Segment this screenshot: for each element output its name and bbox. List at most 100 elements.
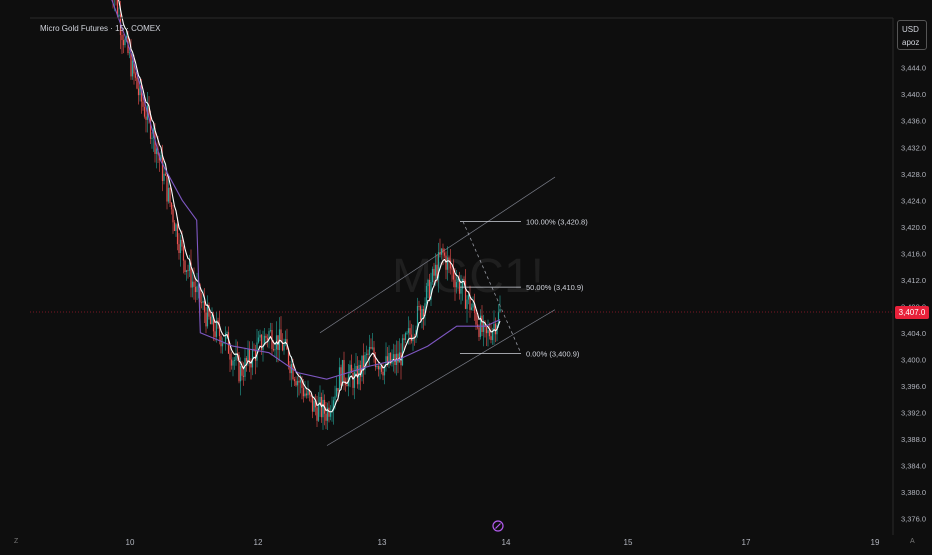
candle-body	[316, 407, 318, 421]
candle-body	[172, 209, 174, 223]
candle-body	[305, 393, 308, 396]
candle-body	[308, 390, 311, 395]
channel-lower-line[interactable]	[326, 309, 556, 446]
trend-channel[interactable]	[319, 176, 556, 446]
candle-body	[193, 281, 195, 287]
candle-body	[233, 360, 236, 361]
channel-upper-line[interactable]	[319, 176, 556, 334]
candle-body	[487, 330, 489, 334]
candle-body	[301, 379, 303, 388]
fib-level-label: 50.00% (3,410.9)	[526, 283, 584, 292]
candle-body	[340, 367, 342, 386]
candle-body	[248, 349, 251, 364]
price-tick-label: 3,420.0	[901, 223, 926, 232]
candle-body	[412, 336, 414, 342]
candle-body	[161, 155, 164, 182]
candle-body	[242, 375, 245, 377]
price-tick-label: 3,424.0	[901, 196, 926, 205]
price-tick-label: 3,444.0	[901, 64, 926, 73]
time-tick-label: 15	[624, 538, 633, 547]
auto-scale-label[interactable]: A	[910, 538, 915, 545]
candle-body	[134, 73, 137, 78]
candle-body	[314, 400, 317, 408]
price-axis[interactable]: 3,376.0 3,380.0 3,384.0 3,388.0 3,392.0 3,396…	[901, 64, 926, 524]
time-tick-label: 13	[378, 538, 387, 547]
candle-body	[439, 252, 441, 255]
candle-body	[269, 330, 272, 332]
candle-body	[461, 279, 464, 289]
candle-body	[196, 286, 198, 293]
candle-body	[163, 173, 165, 182]
candle-body	[194, 286, 197, 293]
candle-body	[244, 358, 246, 377]
candle-body	[440, 248, 443, 255]
candle-body	[131, 60, 134, 77]
candle-body	[425, 286, 428, 304]
candle-body	[418, 306, 420, 307]
candle-body	[289, 364, 291, 374]
replay-icon[interactable]	[492, 520, 504, 532]
candle-body	[169, 187, 171, 203]
candle-body	[302, 387, 305, 397]
candle-body	[188, 262, 191, 271]
candle-body	[392, 354, 395, 359]
candle-body	[329, 412, 332, 417]
candle-body	[221, 343, 224, 347]
time-tick-label: 12	[254, 538, 263, 547]
candle-body	[427, 279, 429, 287]
candle-body	[142, 101, 144, 107]
candle-body	[472, 303, 474, 308]
candle-body	[199, 284, 201, 303]
candle-body	[235, 353, 237, 361]
candle-body	[170, 202, 173, 210]
fib-trend-line[interactable]	[462, 221, 522, 354]
candle-body	[406, 332, 408, 334]
candle-body	[311, 396, 314, 412]
timezone-label-left[interactable]: Z	[14, 538, 19, 545]
candle-body	[166, 175, 168, 202]
candle-body	[404, 333, 407, 341]
fibonacci-retracement[interactable]: 100.00% (3,420.8) 50.00% (3,410.9) 0.00% (…	[460, 217, 588, 358]
candle-body	[343, 360, 345, 382]
candle-body	[176, 224, 179, 245]
price-tick-label: 3,412.0	[901, 276, 926, 285]
currency-label: USD	[902, 25, 919, 34]
candle-body	[212, 314, 215, 332]
candle-body	[370, 347, 372, 349]
candle-body	[463, 279, 465, 281]
candle-body	[307, 390, 309, 396]
candle-body	[140, 85, 143, 102]
vwap-line	[111, 0, 501, 380]
candle-body	[389, 353, 392, 364]
candle-body	[325, 413, 327, 421]
candle-body	[452, 269, 455, 280]
candle-body	[328, 407, 330, 417]
candle-body	[251, 348, 254, 368]
price-tick-label: 3,376.0	[901, 514, 926, 523]
indicator-lines	[111, 0, 501, 413]
candle-body	[379, 366, 381, 370]
currency-selector[interactable]: USD apoz	[897, 20, 927, 50]
candle-body	[181, 239, 183, 247]
candle-body	[431, 268, 434, 283]
candle-body	[241, 365, 243, 376]
time-axis[interactable]: 10 12 13 14 15 17 19	[126, 538, 880, 547]
candle-body	[262, 345, 264, 350]
price-tick-label: 3,388.0	[901, 435, 926, 444]
candle-body	[481, 315, 483, 332]
candle-body	[149, 115, 152, 139]
candle-body	[490, 336, 492, 341]
candle-body	[422, 309, 425, 317]
candle-body	[469, 294, 471, 310]
candle-body	[310, 394, 312, 397]
candle-body	[295, 381, 297, 386]
price-tick-label: 3,404.0	[901, 329, 926, 338]
candle-body	[160, 155, 162, 161]
fib-level-label: 0.00% (3,400.9)	[526, 349, 580, 358]
candle-body	[493, 323, 495, 331]
time-tick-label: 19	[871, 538, 880, 547]
candle-body	[385, 356, 387, 366]
